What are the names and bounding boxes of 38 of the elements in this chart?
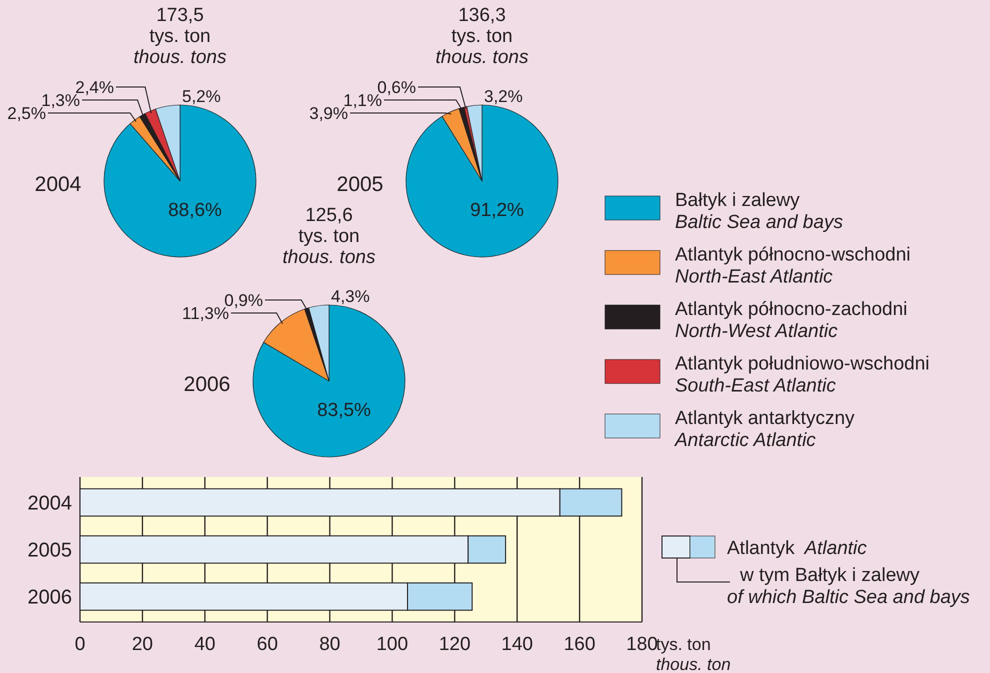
text: 173,5 tys. ton thous. tons (134, 5, 227, 68)
pie-slice (442, 108, 482, 182)
pie-slice (406, 104, 558, 258)
legend-label: Atlantyk Atlantic (727, 538, 868, 559)
data-label: 3,2% (484, 87, 523, 106)
x-tick-label: 120 (438, 634, 471, 655)
legend-label: Atlantyk północno-zachodni North-West Atlantic (675, 299, 908, 342)
y-tick-label: 2006 (28, 586, 72, 609)
x-tick-label: 160 (564, 634, 596, 655)
pie-slice (104, 104, 256, 258)
legend-label: Atlantyk południowo-wschodni South-East Atlantic (675, 354, 930, 396)
data-label: 0,6% (377, 78, 416, 97)
legend-label: w tym Bałtyk i zalewy of which Baltic Sea and bays (727, 565, 970, 608)
x-tick-label: 20 (132, 634, 154, 655)
text: 2005 (336, 173, 384, 196)
text: 136,3 tys. ton thous. tons (436, 5, 529, 68)
data-label: 83,5% (317, 400, 372, 421)
y-tick-label: 2004 (28, 492, 72, 514)
legend-label: Atlantyk północno-wschodni North-East Atlantic (675, 244, 911, 288)
data-label: 2,4% (75, 78, 114, 97)
data-label: 0,9% (224, 291, 263, 310)
legend-label: Atlantyk antarktyczny Antarctic Atlantic (674, 408, 856, 451)
legend-label: Bałtyk i zalewy Baltic Sea and bays (675, 190, 844, 233)
x-tick-label: 0 (74, 634, 86, 655)
x-tick-label: 100 (376, 634, 408, 655)
data-label: 4,3% (331, 287, 370, 306)
data-label: 88,6% (168, 200, 222, 221)
text: 125,6 tys. ton thous. tons (282, 205, 376, 268)
x-tick-label: 80 (319, 634, 340, 655)
x-axis-title: tys. ton thous. ton (656, 635, 731, 673)
x-tick-label: 180 (626, 634, 658, 655)
data-label: 5,2% (182, 87, 221, 106)
data-label: 91,2% (470, 200, 524, 221)
x-tick-label: 40 (194, 634, 216, 655)
y-tick-label: 2005 (28, 540, 72, 562)
text: 2006 (184, 373, 230, 396)
x-tick-label: 60 (256, 634, 278, 655)
x-tick-label: 140 (501, 634, 533, 655)
